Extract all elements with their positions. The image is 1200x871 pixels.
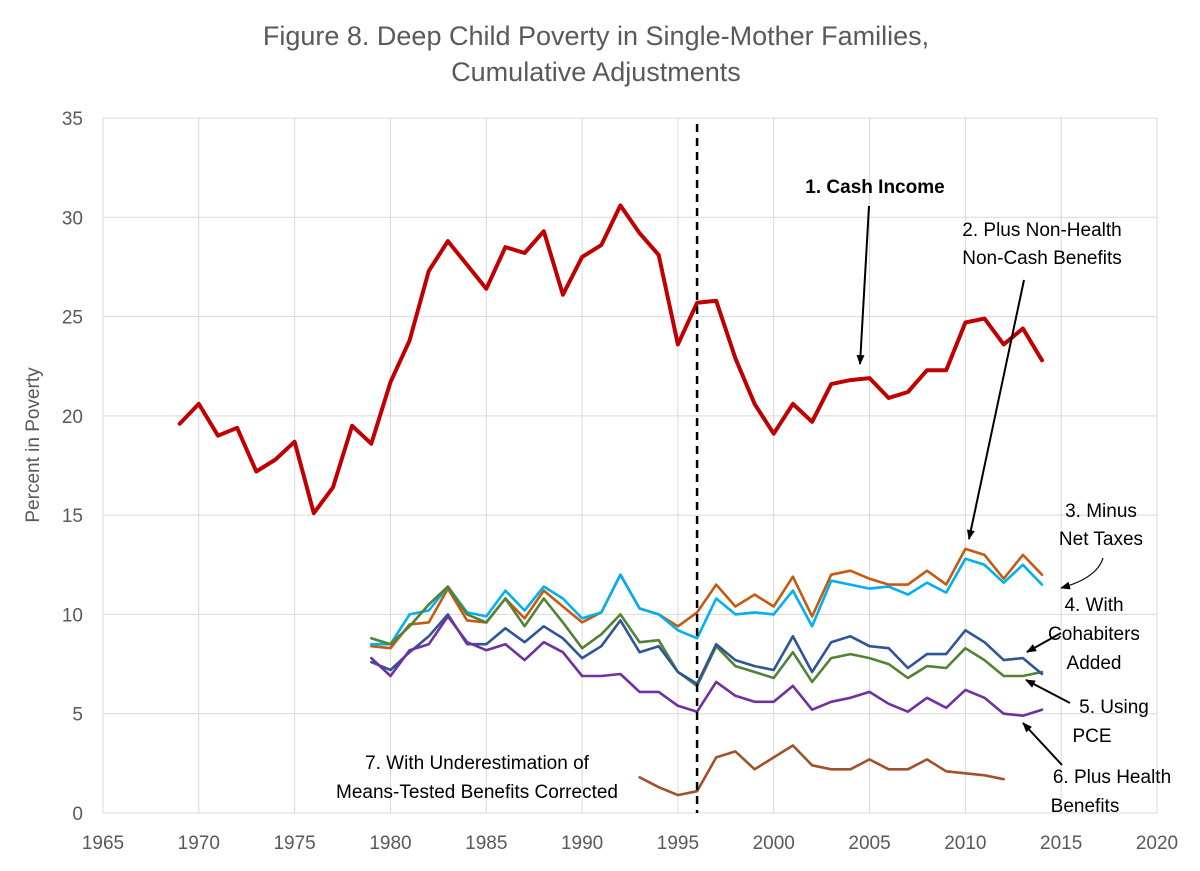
annotation-label: Net Taxes <box>1059 529 1143 550</box>
chart-title-line-1: Figure 8. Deep Child Poverty in Single-M… <box>263 21 929 51</box>
annotation-label: 5. Using <box>1079 697 1149 718</box>
x-tick-label: 1985 <box>465 833 507 854</box>
series-line-7 <box>638 744 1006 797</box>
x-tick-label: 2010 <box>944 833 986 854</box>
annotation-underestimation: 7. With Underestimation of Means-Tested … <box>336 753 618 803</box>
y-tick-label: 5 <box>72 705 83 726</box>
annotation-label: Means-Tested Benefits Corrected <box>336 782 618 803</box>
y-tick-label: 20 <box>62 407 83 428</box>
grid-lines <box>102 117 1158 814</box>
x-tick-label: 1980 <box>369 833 411 854</box>
x-tick-label: 1975 <box>273 833 315 854</box>
annotation-arrow <box>1026 632 1062 653</box>
x-tick-label: 2000 <box>753 833 795 854</box>
y-tick-label: 0 <box>72 804 83 825</box>
annotation-label: 1. Cash Income <box>805 177 944 198</box>
annotation-arrow <box>1060 557 1104 590</box>
chart-title-line-2: Cumulative Adjustments <box>451 57 741 87</box>
y-tick-label: 35 <box>62 109 83 130</box>
annotation-label: Cohabiters <box>1048 624 1140 645</box>
y-tick-label: 25 <box>62 308 83 329</box>
annotation-pce: 5. Using PCE <box>1025 679 1149 747</box>
annotation-label: Non-Cash Benefits <box>962 248 1121 269</box>
series-line-4 <box>369 585 1044 688</box>
annotation-arrow <box>1025 679 1071 704</box>
annotation-label: 7. With Underestimation of <box>365 753 590 774</box>
y-tick-label: 15 <box>62 506 83 527</box>
x-tick-label: 1965 <box>82 833 124 854</box>
x-tick-label: 1995 <box>657 833 699 854</box>
axis-tick-labels: 1965 1970 1975 1980 1985 1990 1995 2000 2005 2010… <box>62 109 1178 854</box>
series-line-2 <box>369 547 1044 650</box>
annotation-non-health: 2. Plus Non-Health Non-Cash Benefits <box>962 220 1122 540</box>
series-line-5 <box>369 613 1044 686</box>
series-line-3 <box>369 557 1044 646</box>
annotation-cash-income: 1. Cash Income <box>805 177 945 365</box>
annotation-cohabiters: 4. With Cohabiters Added <box>1026 595 1140 674</box>
annotation-label: 4. With <box>1064 595 1123 616</box>
series-lines <box>177 203 1044 797</box>
x-tick-label: 2005 <box>848 833 890 854</box>
annotation-arrow <box>1022 722 1063 766</box>
annotation-label: 6. Plus Health <box>1053 767 1171 788</box>
x-tick-label: 1970 <box>178 833 220 854</box>
series-line-1 <box>177 203 1044 516</box>
annotation-label: PCE <box>1072 726 1111 747</box>
annotation-label: 2. Plus Non-Health <box>962 220 1121 241</box>
y-tick-label: 30 <box>62 208 83 229</box>
annotation-label: Added <box>1067 653 1122 674</box>
annotation-health-benefits: 6. Plus Health Benefits <box>1022 722 1171 817</box>
annotation-label: Benefits <box>1051 796 1120 817</box>
annotation-arrow <box>856 205 870 365</box>
y-axis-title: Percent in Poverty <box>23 367 44 523</box>
x-tick-label: 2015 <box>1040 833 1082 854</box>
annotation-net-taxes: 3. Minus Net Taxes <box>1059 501 1143 590</box>
annotation-arrow <box>966 279 1025 540</box>
x-tick-label: 1990 <box>561 833 603 854</box>
series-line-6 <box>369 615 1044 718</box>
y-tick-label: 10 <box>62 605 83 626</box>
annotation-label: 3. Minus <box>1065 501 1137 522</box>
x-tick-label: 2020 <box>1136 833 1178 854</box>
